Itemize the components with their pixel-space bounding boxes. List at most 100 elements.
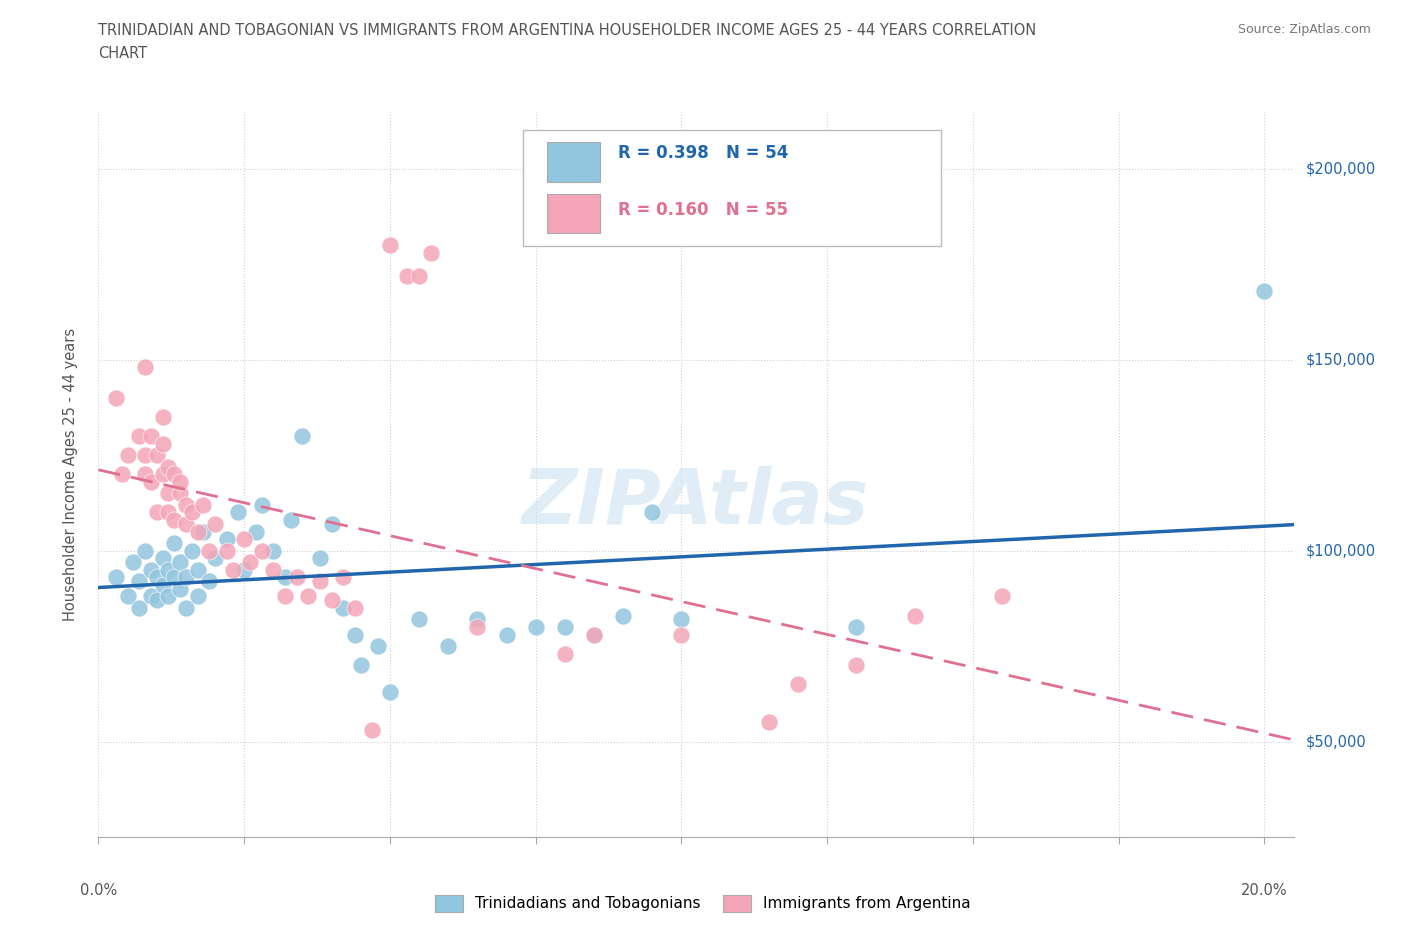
FancyBboxPatch shape [547,193,600,233]
Point [134,360,156,375]
Point [145,592,167,607]
Text: R = 0.398   N = 54: R = 0.398 N = 54 [619,144,789,162]
Point [157,486,180,501]
Point [128,601,150,616]
Point [174,498,197,512]
Point [671,612,693,627]
Point [180,543,202,558]
Point [437,639,460,654]
Point [332,601,354,616]
Point [134,467,156,482]
Point [117,447,139,462]
Point [117,589,139,604]
Point [758,715,780,730]
Point [291,429,314,444]
Point [262,543,284,558]
Point [332,570,354,585]
Point [204,516,226,531]
Point [169,486,191,501]
Point [250,543,273,558]
Text: Source: ZipAtlas.com: Source: ZipAtlas.com [1237,23,1371,36]
Point [554,619,576,634]
Point [186,589,208,604]
Text: 0.0%: 0.0% [80,883,117,897]
Point [361,723,384,737]
FancyBboxPatch shape [547,142,600,182]
Text: $100,000: $100,000 [1305,543,1375,558]
Point [524,619,547,634]
Point [152,409,174,424]
Point [396,269,419,284]
Point [321,592,343,607]
Text: ZIPAtlas: ZIPAtlas [522,466,870,540]
Point [169,581,191,596]
Point [139,429,162,444]
Point [641,505,664,520]
Point [169,554,191,569]
Point [582,627,605,642]
Point [174,570,197,585]
Point [157,563,180,578]
Point [198,543,221,558]
Point [145,505,167,520]
Point [145,570,167,585]
Text: $150,000: $150,000 [1305,352,1375,367]
Point [152,551,174,565]
Point [215,543,238,558]
Point [163,512,186,527]
Point [163,570,186,585]
Point [274,570,297,585]
Point [122,554,145,569]
Point [204,551,226,565]
Point [152,578,174,592]
Point [145,447,167,462]
Point [1253,284,1275,299]
Point [343,627,366,642]
Legend: Trinidadians and Tobagonians, Immigrants from Argentina: Trinidadians and Tobagonians, Immigrants… [429,889,977,918]
Point [139,563,162,578]
Point [157,589,180,604]
Point [104,570,127,585]
Point [128,429,150,444]
Point [157,505,180,520]
Point [367,639,389,654]
Point [163,467,186,482]
Point [193,498,215,512]
Point [321,516,343,531]
Point [343,601,366,616]
Point [163,536,186,551]
Point [845,658,868,672]
Point [186,563,208,578]
Point [274,589,297,604]
Text: 20.0%: 20.0% [1241,883,1288,897]
Point [239,554,262,569]
Text: $50,000: $50,000 [1305,734,1367,749]
Point [221,563,243,578]
Text: CHART: CHART [98,46,148,61]
Point [582,627,605,642]
Point [309,551,332,565]
Point [245,525,267,539]
Point [378,684,401,699]
Point [215,532,238,547]
Text: TRINIDADIAN AND TOBAGONIAN VS IMMIGRANTS FROM ARGENTINA HOUSEHOLDER INCOME AGES : TRINIDADIAN AND TOBAGONIAN VS IMMIGRANTS… [98,23,1036,38]
Point [467,612,489,627]
Point [139,589,162,604]
Point [134,447,156,462]
Point [111,467,134,482]
Point [554,646,576,661]
Point [139,474,162,489]
Point [285,570,308,585]
Point [408,269,430,284]
Point [174,516,197,531]
Point [671,627,693,642]
Point [262,563,284,578]
Point [991,589,1014,604]
Point [419,246,441,260]
Point [193,525,215,539]
Point [152,436,174,451]
Point [297,589,319,604]
Point [309,574,332,589]
Point [408,612,430,627]
Point [104,391,127,405]
